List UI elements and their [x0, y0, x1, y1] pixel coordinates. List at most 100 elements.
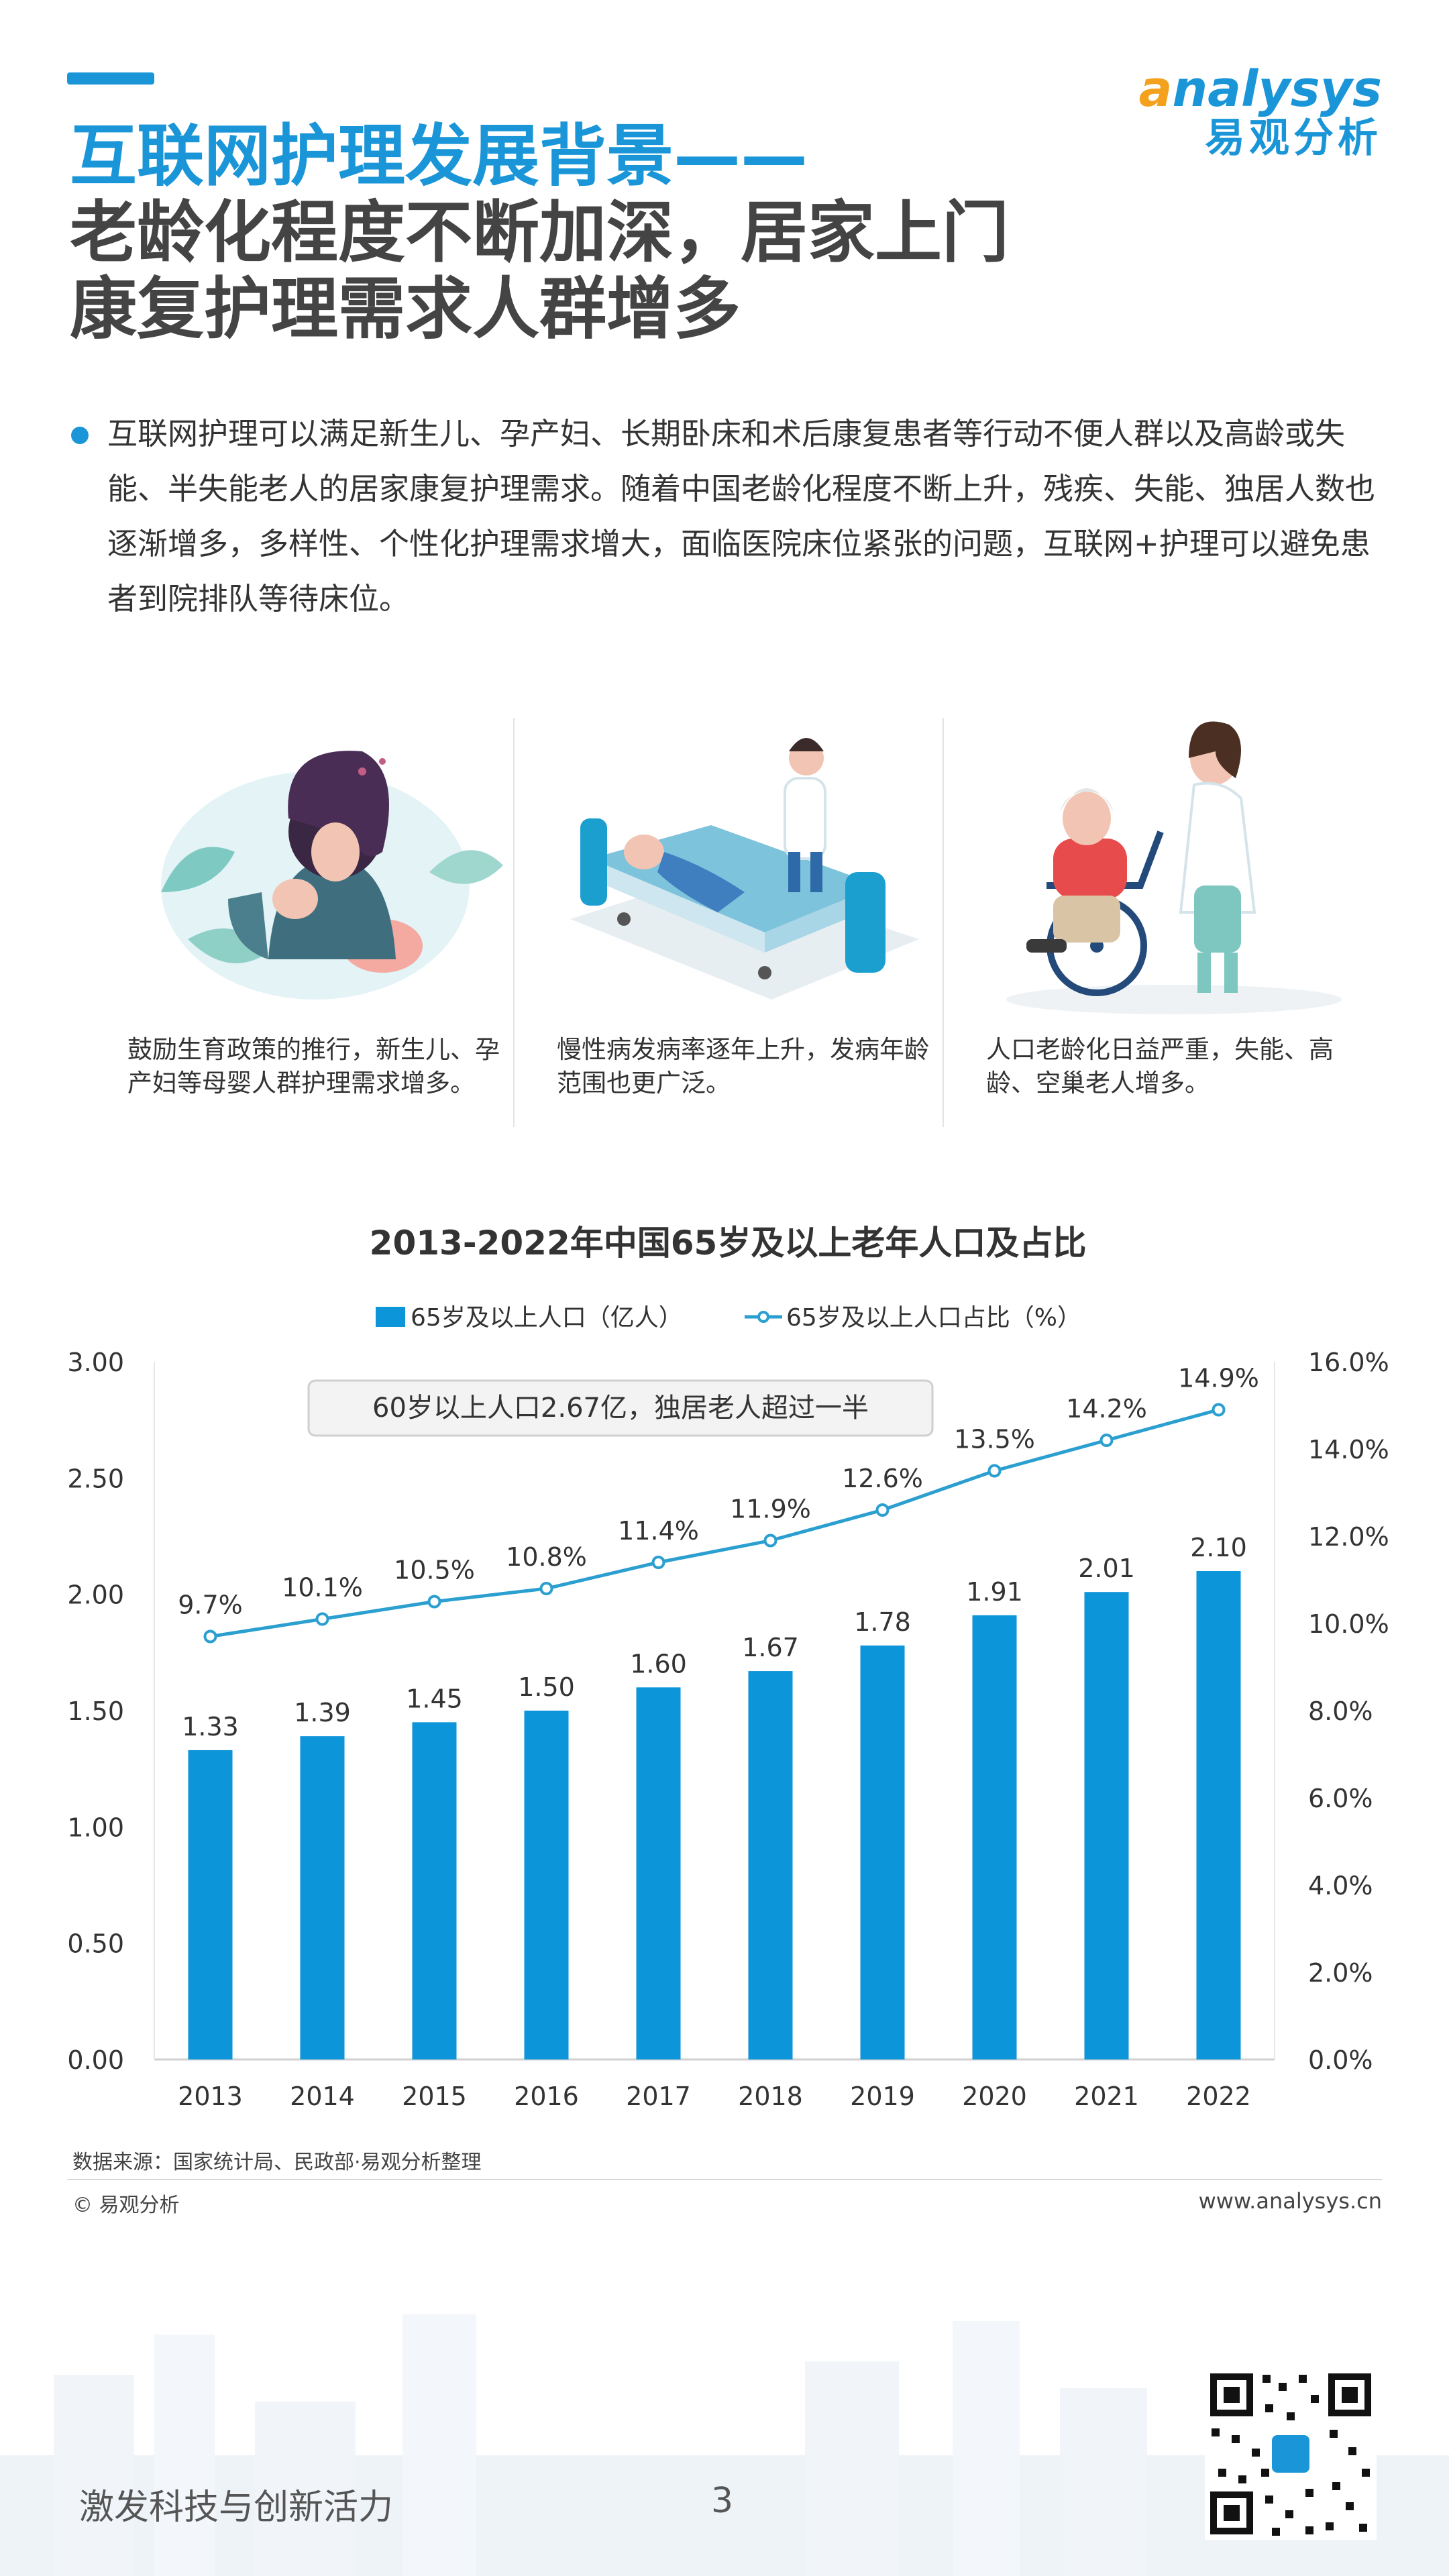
bar-value-label: 1.67	[742, 1633, 799, 1662]
y-tick-label-right: 14.0%	[1308, 1435, 1389, 1464]
line-point	[427, 1595, 441, 1609]
line-value-label: 10.5%	[394, 1556, 475, 1585]
page-title-line-1: 互联网护理发展背景——	[70, 117, 808, 195]
page-title-line-2: 老龄化程度不断加深，居家上门	[70, 193, 1009, 272]
line-value-label: 10.1%	[282, 1573, 363, 1603]
chart-title: 2013-2022年中国65岁及以上老年人口及占比	[370, 1224, 1087, 1263]
line-point	[875, 1503, 890, 1517]
bar-value-label: 1.91	[966, 1577, 1023, 1607]
x-tick-label: 2019	[850, 2082, 915, 2111]
x-tick-label: 2016	[514, 2082, 579, 2111]
bar-value-label: 1.60	[630, 1649, 687, 1678]
y-tick-label-left: 2.00	[67, 1580, 124, 1610]
copyright: © 易观分析	[72, 2194, 180, 2217]
series-line	[210, 1408, 1220, 1638]
panel-divider	[513, 718, 515, 1127]
chart-legend: 65岁及以上人口（亿人） 65岁及以上人口占比（%）	[376, 1304, 1081, 1332]
y-tick-label-left: 1.50	[67, 1697, 124, 1726]
bar	[636, 1687, 681, 2059]
panel-caption-1: 鼓励生育政策的推行，新生儿、孕产妇等母婴人群护理需求增多。	[127, 1035, 500, 1097]
bar	[188, 1750, 233, 2059]
x-tick-label: 2014	[290, 2082, 355, 2111]
logo-text-cn: 易观分析	[1205, 115, 1382, 162]
y-tick-label-right: 16.0%	[1308, 1348, 1389, 1377]
x-tick-label: 2015	[402, 2082, 467, 2111]
hospital-bed-illustration	[570, 738, 919, 1000]
logo-text-en: nalysys	[1172, 60, 1382, 118]
line-value-label: 11.4%	[618, 1516, 699, 1546]
line-point	[315, 1612, 329, 1626]
line-value-label: 13.5%	[954, 1425, 1035, 1454]
bar	[860, 1645, 905, 2059]
annotation-text: 60岁以上人口2.67亿，独居老人超过一半	[372, 1393, 869, 1424]
bullet-icon	[71, 427, 89, 444]
line-point	[1099, 1434, 1114, 1447]
y-tick-label-left: 3.00	[67, 1348, 124, 1377]
bar-value-label: 1.78	[854, 1607, 911, 1637]
population-chart: 2013-2022年中国65岁及以上老年人口及占比 65岁及以上人口（亿人） 6…	[67, 1224, 1389, 2111]
x-tick-label: 2020	[962, 2082, 1027, 2111]
legend-swatch-bar	[376, 1307, 405, 1327]
panel-divider	[943, 718, 944, 1127]
line-value-label: 14.9%	[1178, 1364, 1259, 1393]
y-tick-label-right: 2.0%	[1308, 1958, 1373, 1988]
page-title-line-3: 康复护理需求人群增多	[70, 270, 741, 348]
chart-annotation: 60岁以上人口2.67亿，独居老人超过一半	[307, 1379, 934, 1437]
x-tick-label: 2018	[738, 2082, 803, 2111]
x-tick-label: 2017	[626, 2082, 691, 2111]
legend-marker	[757, 1311, 769, 1323]
bar	[972, 1615, 1017, 2059]
bar-value-label: 2.01	[1078, 1554, 1135, 1583]
bar-value-label: 1.33	[182, 1712, 239, 1741]
legend-label-line: 65岁及以上人口占比（%）	[786, 1304, 1081, 1332]
bar	[524, 1711, 569, 2059]
line-value-label: 14.2%	[1066, 1394, 1147, 1424]
line-value-label: 12.6%	[842, 1464, 923, 1493]
y-tick-label-right: 12.0%	[1308, 1522, 1389, 1552]
y-tick-label-right: 8.0%	[1308, 1697, 1373, 1726]
bar-value-label: 2.10	[1190, 1533, 1247, 1562]
y-tick-label-left: 1.00	[67, 1813, 124, 1842]
page-number: 3	[711, 2481, 734, 2521]
slogan: 激发科技与创新活力	[79, 2487, 394, 2528]
title-accent-bar	[67, 72, 154, 85]
footer-divider	[67, 2179, 1382, 2180]
y-tick-label-left: 0.00	[67, 2045, 124, 2075]
qr-code-icon	[1205, 2368, 1377, 2540]
line-point	[1212, 1403, 1226, 1417]
y-tick-label-right: 6.0%	[1308, 1784, 1373, 1813]
website-link[interactable]: www.analysys.cn	[1198, 2188, 1382, 2214]
data-source: 数据来源：国家统计局、民政部·易观分析整理	[72, 2151, 482, 2174]
bar	[300, 1736, 345, 2059]
x-tick-label: 2013	[178, 2082, 243, 2111]
mother-baby-illustration	[161, 751, 503, 1000]
panel-elderly: 人口老龄化日益严重，失能、高龄、空巢老人增多。	[973, 718, 1375, 1134]
line-point	[763, 1534, 777, 1548]
y-tick-label-right: 0.0%	[1308, 2045, 1373, 2075]
legend-label-bar: 65岁及以上人口（亿人）	[411, 1304, 683, 1332]
y-tick-label-left: 2.50	[67, 1464, 124, 1493]
bar	[1196, 1571, 1241, 2059]
y-tick-label-right: 4.0%	[1308, 1871, 1373, 1900]
panel-hospital-bed: 慢性病发病率逐年上升，发病年龄范围也更广泛。	[543, 718, 946, 1134]
bar-value-label: 1.39	[294, 1698, 351, 1727]
analysys-logo: analysys 易观分析	[1127, 64, 1383, 162]
line-point	[651, 1556, 665, 1569]
bar	[748, 1671, 793, 2059]
panel-mother-baby: 鼓励生育政策的推行，新生儿、孕产妇等母婴人群护理需求增多。	[114, 718, 517, 1134]
y-tick-label-left: 0.50	[67, 1929, 124, 1959]
bar	[1084, 1592, 1129, 2059]
line-value-label: 10.8%	[506, 1542, 587, 1572]
bar	[412, 1722, 457, 2059]
x-tick-label: 2022	[1186, 2082, 1251, 2111]
x-tick-label: 2021	[1074, 2082, 1139, 2111]
panel-caption-2: 慢性病发病率逐年上升，发病年龄范围也更广泛。	[557, 1035, 929, 1097]
line-point	[987, 1464, 1002, 1478]
elderly-wheelchair-illustration	[1006, 721, 1342, 1014]
line-point	[539, 1582, 553, 1595]
city-skyline-background	[0, 2314, 1449, 2576]
bar-value-label: 1.45	[406, 1684, 463, 1713]
line-point	[203, 1629, 217, 1644]
panel-caption-3: 人口老龄化日益严重，失能、高龄、空巢老人增多。	[986, 1035, 1334, 1097]
y-tick-label-right: 10.0%	[1308, 1609, 1389, 1639]
